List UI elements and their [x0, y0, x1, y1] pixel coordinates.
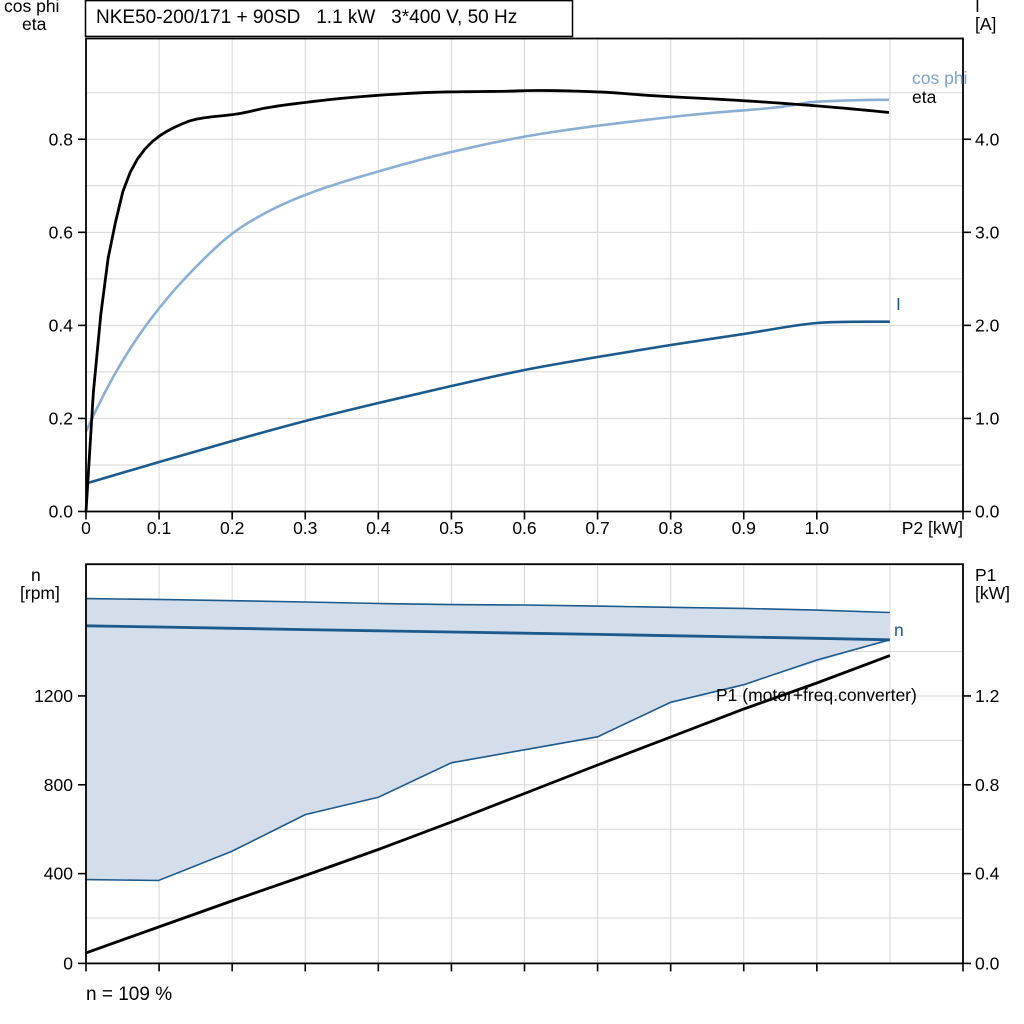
svg-text:NKE50-200/171 + 90SD 1.1 kW: NKE50-200/171 + 90SD 1.1 kW 3*400 V, 50 … — [96, 7, 517, 28]
svg-text:0.2: 0.2 — [220, 518, 244, 538]
svg-text:3.0: 3.0 — [975, 222, 1000, 242]
svg-text:0.8: 0.8 — [49, 129, 73, 149]
svg-text:0.4: 0.4 — [975, 864, 1000, 884]
svg-text:P2 [kW]: P2 [kW] — [902, 518, 963, 538]
svg-text:P1: P1 — [975, 565, 996, 585]
svg-text:0: 0 — [81, 518, 91, 538]
svg-text:0.7: 0.7 — [585, 518, 609, 538]
svg-text:0.3: 0.3 — [293, 518, 317, 538]
svg-text:0.9: 0.9 — [732, 518, 756, 538]
svg-text:0: 0 — [63, 954, 73, 974]
svg-text:2.0: 2.0 — [975, 315, 1000, 335]
svg-text:0.8: 0.8 — [975, 775, 999, 795]
svg-text:1.2: 1.2 — [975, 686, 999, 706]
svg-text:1.0: 1.0 — [975, 409, 1000, 429]
svg-text:4.0: 4.0 — [975, 129, 1000, 149]
svg-text:0.8: 0.8 — [659, 518, 683, 538]
svg-text:eta: eta — [22, 14, 47, 34]
svg-text:0.0: 0.0 — [975, 954, 1000, 974]
svg-text:0.6: 0.6 — [49, 222, 73, 242]
svg-text:1.0: 1.0 — [805, 518, 830, 538]
svg-text:[A]: [A] — [975, 14, 996, 34]
svg-text:n = 109 %: n = 109 % — [86, 984, 172, 1005]
svg-text:0.2: 0.2 — [49, 409, 73, 429]
svg-text:0.0: 0.0 — [49, 502, 74, 522]
svg-text:0.4: 0.4 — [49, 315, 74, 335]
svg-text:800: 800 — [44, 775, 73, 795]
svg-text:cos phi: cos phi — [912, 68, 967, 88]
svg-text:I: I — [896, 294, 901, 314]
svg-text:[kW]: [kW] — [975, 583, 1010, 603]
svg-text:0.4: 0.4 — [366, 518, 391, 538]
svg-text:n: n — [31, 565, 41, 585]
svg-text:400: 400 — [44, 864, 73, 884]
svg-text:1200: 1200 — [34, 686, 73, 706]
svg-text:eta: eta — [912, 87, 937, 107]
svg-text:0.6: 0.6 — [512, 518, 536, 538]
svg-text:0.5: 0.5 — [439, 518, 463, 538]
svg-text:P1 (motor+freq.converter): P1 (motor+freq.converter) — [716, 685, 917, 705]
svg-text:0.0: 0.0 — [975, 502, 1000, 522]
svg-text:[rpm]: [rpm] — [20, 583, 60, 603]
svg-text:n: n — [894, 620, 904, 640]
svg-text:0.1: 0.1 — [147, 518, 171, 538]
